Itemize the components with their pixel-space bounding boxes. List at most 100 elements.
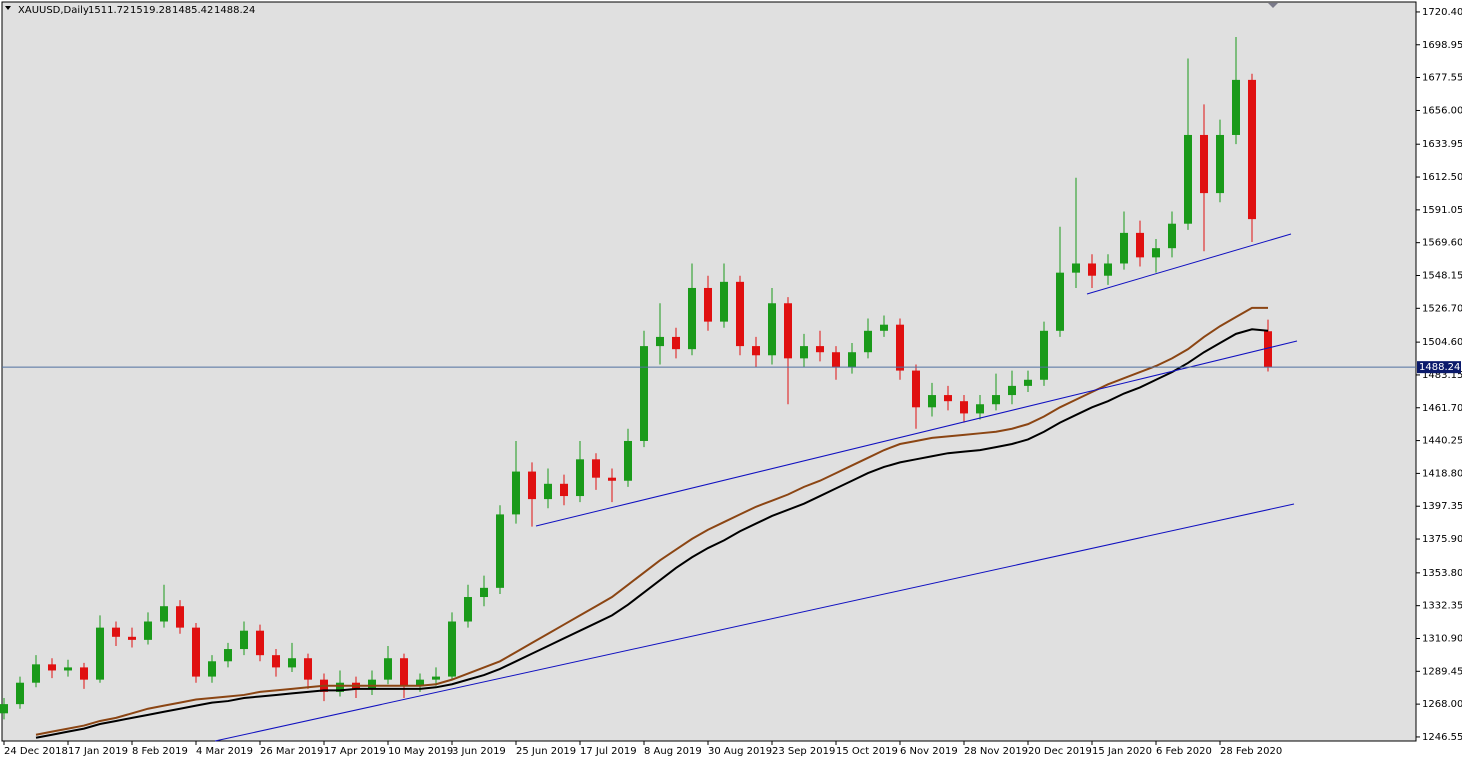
x-tick-label: 8 Aug 2019 xyxy=(644,746,702,757)
candle-body xyxy=(880,324,888,331)
close-price: 1488.24 xyxy=(214,5,255,16)
y-tick-label: 1440.25 xyxy=(1422,436,1462,447)
candle-body xyxy=(624,440,632,481)
current-price-box xyxy=(1417,361,1461,374)
trend-line xyxy=(214,503,1295,742)
candle-body xyxy=(832,352,840,368)
candle-body xyxy=(128,636,136,640)
y-tick-label: 1289.45 xyxy=(1422,666,1462,677)
x-tick-label: 28 Nov 2019 xyxy=(964,746,1028,757)
candle-body xyxy=(1072,263,1080,273)
candle-body xyxy=(1024,379,1032,386)
y-tick-label: 1633.95 xyxy=(1422,139,1462,150)
x-tick-label: 3 Jun 2019 xyxy=(452,746,506,757)
candle-body xyxy=(0,704,8,714)
candle-body xyxy=(1168,223,1176,249)
x-tick-label: 15 Oct 2019 xyxy=(836,746,898,757)
candle-body xyxy=(720,281,728,322)
x-tick-label: 17 Jan 2019 xyxy=(68,746,128,757)
candle-body xyxy=(368,679,376,689)
candle-body xyxy=(224,649,232,662)
x-tick-label: 28 Feb 2020 xyxy=(1220,746,1282,757)
x-tick-label: 30 Aug 2019 xyxy=(708,746,772,757)
candle-body xyxy=(976,404,984,414)
current-price-label: 1488.24 xyxy=(1419,362,1460,373)
candle-body xyxy=(1264,331,1272,368)
y-tick-label: 1310.90 xyxy=(1422,633,1462,644)
candle-body xyxy=(192,627,200,677)
candle-body xyxy=(80,667,88,680)
candle-body xyxy=(208,661,216,677)
candle-body xyxy=(672,336,680,350)
x-tick-label: 24 Dec 2018 xyxy=(4,746,68,757)
candle-body xyxy=(32,664,40,683)
candle-body xyxy=(784,303,792,359)
y-tick-label: 1483.15 xyxy=(1422,370,1462,381)
candle-body xyxy=(1056,272,1064,331)
y-tick-label: 1677.55 xyxy=(1422,73,1462,84)
y-tick-label: 1591.05 xyxy=(1422,205,1462,216)
candle-body xyxy=(960,401,968,414)
y-tick-label: 1656.00 xyxy=(1422,105,1462,116)
candle-body xyxy=(1184,134,1192,224)
y-tick-label: 1526.70 xyxy=(1422,303,1462,314)
x-tick-label: 6 Feb 2020 xyxy=(1156,746,1212,757)
symbol: XAUUSD,Daily xyxy=(18,5,89,16)
x-tick-label: 20 Dec 2019 xyxy=(1028,746,1092,757)
candle-body xyxy=(528,471,536,500)
x-tick-label: 4 Mar 2019 xyxy=(196,746,253,757)
candle-body xyxy=(992,395,1000,405)
candle-body xyxy=(1248,79,1256,220)
y-tick-label: 1375.90 xyxy=(1422,534,1462,545)
candle-body xyxy=(560,483,568,497)
candle-body xyxy=(416,679,424,686)
candle-body xyxy=(384,658,392,680)
candle-body xyxy=(480,587,488,598)
y-tick-label: 1332.35 xyxy=(1422,601,1462,612)
x-tick-label: 8 Feb 2019 xyxy=(132,746,188,757)
candle-body xyxy=(176,606,184,628)
candle-body xyxy=(240,630,248,650)
plot-layer xyxy=(0,37,1272,739)
candle-body xyxy=(944,395,952,402)
candle-body xyxy=(160,606,168,622)
x-tick-label: 17 Apr 2019 xyxy=(324,746,386,757)
candle-body xyxy=(304,658,312,680)
candle-body xyxy=(848,352,856,368)
candle-body xyxy=(1104,263,1112,276)
candle-body xyxy=(752,346,760,356)
candle-body xyxy=(1120,232,1128,264)
candle-body xyxy=(64,667,72,671)
x-tick-label: 15 Jan 2020 xyxy=(1092,746,1152,757)
y-tick-label: 1246.55 xyxy=(1422,732,1462,743)
candle-body xyxy=(1136,232,1144,258)
candle-body xyxy=(336,682,344,692)
low-price: 1485.42 xyxy=(172,5,213,16)
candle-body xyxy=(272,655,280,668)
candle-body xyxy=(688,287,696,350)
candle-body xyxy=(144,621,152,640)
y-tick-label: 1461.70 xyxy=(1422,403,1462,414)
high-price: 1519.28 xyxy=(130,5,171,16)
candle-body xyxy=(1152,248,1160,258)
trend-line xyxy=(1086,233,1292,295)
candle-body xyxy=(704,287,712,322)
candle-body xyxy=(816,346,824,353)
y-tick-label: 1418.80 xyxy=(1422,468,1462,479)
candle-body xyxy=(288,658,296,668)
candle-body xyxy=(496,514,504,588)
candle-body xyxy=(16,682,24,705)
x-tick-label: 25 Jun 2019 xyxy=(516,746,576,757)
trend-line xyxy=(535,340,1298,527)
shift-marker xyxy=(1268,3,1278,8)
candle-body xyxy=(592,459,600,478)
moving-average xyxy=(35,306,1268,736)
candle-body xyxy=(896,324,904,371)
y-tick-label: 1548.15 xyxy=(1422,270,1462,281)
candle-body xyxy=(1216,134,1224,194)
candle-body xyxy=(656,336,664,347)
candle-body xyxy=(800,346,808,359)
x-tick-label: 17 Jul 2019 xyxy=(580,746,637,757)
